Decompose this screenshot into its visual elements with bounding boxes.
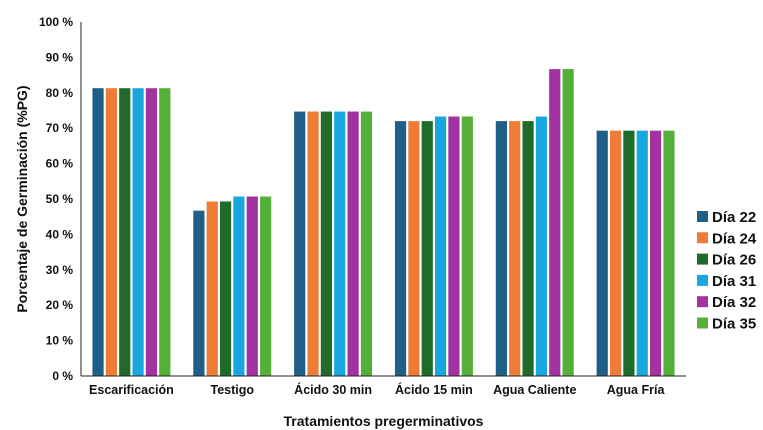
bar: [320, 111, 333, 376]
bar: [549, 69, 561, 376]
x-category-label: Ácido 30 min: [294, 382, 372, 397]
legend: Día 22 Día 24 Día 26 Día 31 Día 32 Día 35: [697, 209, 757, 333]
bar: [260, 196, 272, 376]
bar: [636, 130, 648, 376]
bars-layer: [92, 69, 675, 377]
bar: [347, 111, 359, 376]
legend-swatch: [697, 317, 708, 329]
legend-swatch: [697, 274, 708, 286]
bar: [145, 88, 158, 376]
x-category-labels: Escarificación Testigo Ácido 30 min Ácido 1…: [89, 382, 665, 397]
bar: [408, 121, 420, 377]
legend-label: Día 35: [712, 316, 756, 333]
bar: [663, 130, 675, 376]
bar: [360, 111, 373, 376]
bar: [233, 196, 245, 376]
bar: [334, 111, 346, 376]
bar: [206, 201, 218, 376]
bar: [461, 116, 473, 376]
y-tick-label: 50 %: [46, 192, 74, 206]
legend-label: Día 31: [712, 273, 756, 290]
y-tick-label: 30 %: [46, 263, 74, 277]
x-category-label: Escarificación: [89, 383, 174, 397]
legend-swatch: [697, 296, 708, 308]
y-tick-label: 90 %: [46, 50, 74, 64]
bar: [246, 196, 258, 376]
legend-label: Día 24: [712, 230, 757, 247]
bar: [307, 111, 319, 376]
x-category-label: Ácido 15 min: [395, 382, 473, 397]
bar: [609, 130, 622, 376]
bar: [394, 121, 407, 377]
y-tick-label: 60 %: [46, 157, 74, 171]
bar: [92, 88, 104, 376]
bar: [421, 121, 433, 377]
legend-label: Día 32: [712, 294, 756, 311]
y-tick-label: 70 %: [46, 121, 74, 135]
bar: [434, 116, 447, 376]
legend-swatch: [697, 211, 708, 222]
x-axis-title: Tratamientos pregerminativos: [284, 413, 484, 429]
bar: [535, 116, 548, 376]
bar: [509, 121, 521, 377]
y-tick-label: 20 %: [46, 298, 74, 312]
y-tick-label: 80 %: [46, 86, 74, 100]
bar: [132, 88, 144, 376]
y-tick-label: 100 %: [39, 15, 73, 29]
y-axis-title: Porcentaje de Germinación (%PG): [14, 85, 30, 312]
x-category-label: Agua Fría: [607, 383, 666, 397]
bar: [522, 121, 534, 377]
bar: [119, 88, 131, 376]
bar: [596, 130, 608, 376]
bar: [650, 130, 662, 376]
legend-swatch: [697, 253, 708, 265]
y-tick-label: 10 %: [46, 334, 74, 348]
y-tick-label: 0 %: [52, 369, 73, 383]
bar: [562, 69, 574, 376]
legend-label: Día 26: [712, 252, 756, 269]
y-tick-labels: 0 % 10 % 20 % 30 % 40 % 50 % 60 % 70 % 80 % 90 % 1…: [39, 15, 73, 383]
legend-label: Día 22: [712, 209, 756, 226]
bar: [623, 130, 635, 376]
bar: [448, 116, 460, 376]
legend-swatch: [697, 232, 708, 244]
bar: [495, 121, 507, 377]
bar: [294, 111, 306, 376]
bar: [159, 88, 171, 376]
x-category-label: Agua Caliente: [493, 383, 576, 397]
bar: [219, 201, 232, 376]
bar: [193, 210, 205, 376]
x-category-label: Testigo: [210, 383, 254, 397]
y-tick-label: 40 %: [46, 227, 74, 241]
bar: [105, 88, 117, 376]
